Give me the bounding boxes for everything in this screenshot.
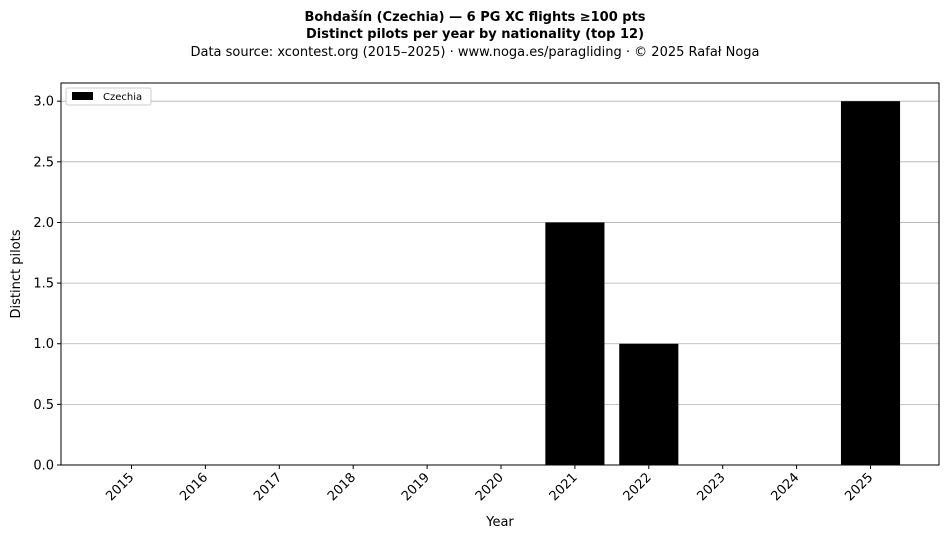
chart-subtitle: Data source: xcontest.org (2015–2025) · …: [190, 45, 759, 60]
x-tick-label: 2023: [695, 470, 729, 504]
legend-swatch-czechia: [72, 92, 93, 100]
x-tick-label: 2024: [768, 470, 802, 504]
bar-2022: [619, 343, 679, 465]
y-tick-label: 3.0: [33, 95, 54, 110]
chart-title: Bohdašín (Czechia) — 6 PG XC flights ≥10…: [304, 10, 645, 25]
x-tick-label: 2025: [842, 470, 876, 504]
y-tick-label: 0.0: [33, 459, 54, 474]
x-tick-label: 2016: [177, 470, 211, 504]
bars: [545, 101, 901, 465]
plot-frame: [60, 82, 940, 466]
y-axis: 0.0 0.5 1.0 1.5 2.0 2.5 3.0: [33, 95, 61, 474]
y-tick-label: 1.5: [33, 277, 54, 292]
x-tick-label: 2019: [399, 470, 433, 504]
legend-label-czechia: Czechia: [103, 92, 142, 103]
chart-title-line2: Distinct pilots per year by nationality …: [306, 27, 644, 42]
x-tick-label: 2021: [547, 470, 581, 504]
x-tick-label: 2020: [473, 470, 507, 504]
x-tick-label: 2022: [621, 470, 655, 504]
x-tick-label: 2017: [251, 470, 285, 504]
x-tick-label: 2015: [103, 470, 137, 504]
bar-2021: [545, 222, 605, 465]
bar-2025: [840, 101, 901, 465]
y-tick-label: 2.0: [33, 216, 54, 231]
x-axis-label: Year: [485, 515, 514, 530]
x-tick-label: 2018: [325, 470, 359, 504]
legend: Czechia: [65, 87, 152, 106]
y-axis-label: Distinct pilots: [9, 229, 24, 318]
y-tick-label: 1.0: [33, 337, 54, 352]
y-tick-label: 0.5: [33, 398, 54, 413]
x-axis: 2015 2016 2017 2018 2019 2020 2021 2022 2023 2024…: [103, 465, 876, 504]
gridlines: [61, 100, 939, 405]
y-tick-label: 2.5: [33, 155, 54, 170]
